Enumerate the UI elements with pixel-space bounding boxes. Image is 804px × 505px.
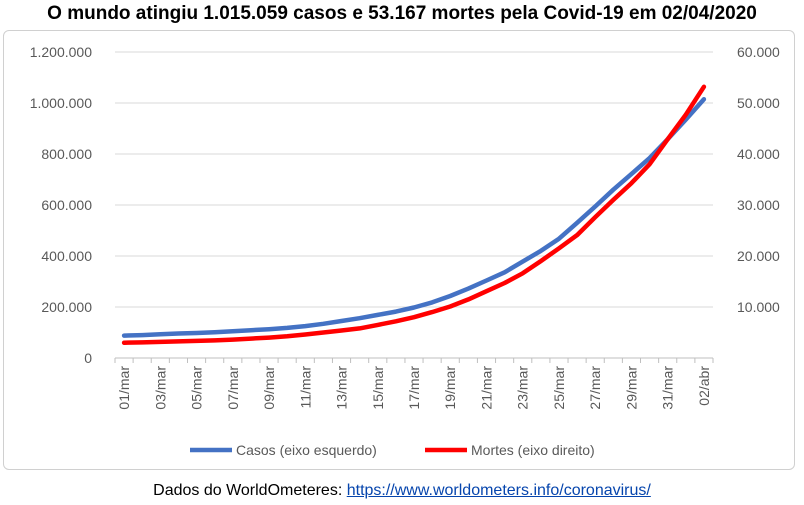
x-tick-label: 01/mar — [116, 366, 132, 410]
x-tick-label: 07/mar — [225, 366, 241, 410]
x-tick-label: 23/mar — [515, 366, 531, 410]
x-tick-label: 15/mar — [370, 366, 386, 410]
chart-area — [3, 30, 795, 470]
y-right-tick-label: 60.000 — [737, 44, 780, 60]
y-left-tick-label: 200.000 — [41, 299, 92, 315]
x-tick-label: 13/mar — [334, 366, 350, 410]
y-left-tick-label: 400.000 — [41, 248, 92, 264]
x-tick-label: 17/mar — [406, 366, 422, 410]
source-label: Dados do WorldOmeteres: — [153, 482, 343, 499]
line-chart: 0 200.000 10.000 400.000 20.000 600.000 30.000… — [30, 44, 780, 458]
legend: Casos (eixo esquerdo) Mortes (eixo direit… — [190, 442, 595, 458]
x-tick-label: 29/mar — [623, 366, 639, 410]
y-right-tick-label: 40.000 — [737, 146, 780, 162]
y-left-tick-label: 600.000 — [41, 197, 92, 213]
y-right-tick-label: 50.000 — [737, 95, 780, 111]
x-tick-label: 05/mar — [189, 366, 205, 410]
series-line-casos — [121, 96, 707, 338]
x-tick-label: 03/mar — [152, 366, 168, 410]
x-tick-label: 31/mar — [660, 366, 676, 410]
y-right-tick-label: 10.000 — [737, 299, 780, 315]
y-left-tick-label: 800.000 — [41, 146, 92, 162]
y-right-tick-label: 20.000 — [737, 248, 780, 264]
x-tick-label: 09/mar — [261, 366, 277, 410]
legend-label: Mortes (eixo direito) — [471, 442, 595, 458]
legend-label: Casos (eixo esquerdo) — [236, 442, 377, 458]
series-line-mortes — [121, 84, 707, 345]
y-left-tick-label: 1.000.000 — [30, 95, 92, 111]
x-tick-label: 11/mar — [297, 366, 313, 409]
x-tick-label: 02/abr — [696, 366, 712, 406]
source-link[interactable]: https://www.worldometers.info/coronaviru… — [346, 482, 651, 499]
x-tick-label: 19/mar — [442, 366, 458, 410]
x-tick-label: 25/mar — [551, 366, 567, 410]
grid-layer — [115, 51, 713, 359]
y-right-tick-label: 30.000 — [737, 197, 780, 213]
source-footer: Dados do WorldOmeteres: https://www.worl… — [0, 482, 804, 500]
x-tick-label: 21/mar — [478, 366, 494, 410]
y-left-tick-label: 1.200.000 — [30, 44, 92, 60]
y-left-tick-label: 0 — [84, 350, 92, 366]
axis-layer: 0 200.000 10.000 400.000 20.000 600.000 30.000… — [30, 44, 780, 410]
series-layer — [121, 84, 707, 345]
chart-title: O mundo atingiu 1.015.059 casos e 53.167… — [47, 3, 757, 24]
x-tick-label: 27/mar — [587, 366, 603, 410]
